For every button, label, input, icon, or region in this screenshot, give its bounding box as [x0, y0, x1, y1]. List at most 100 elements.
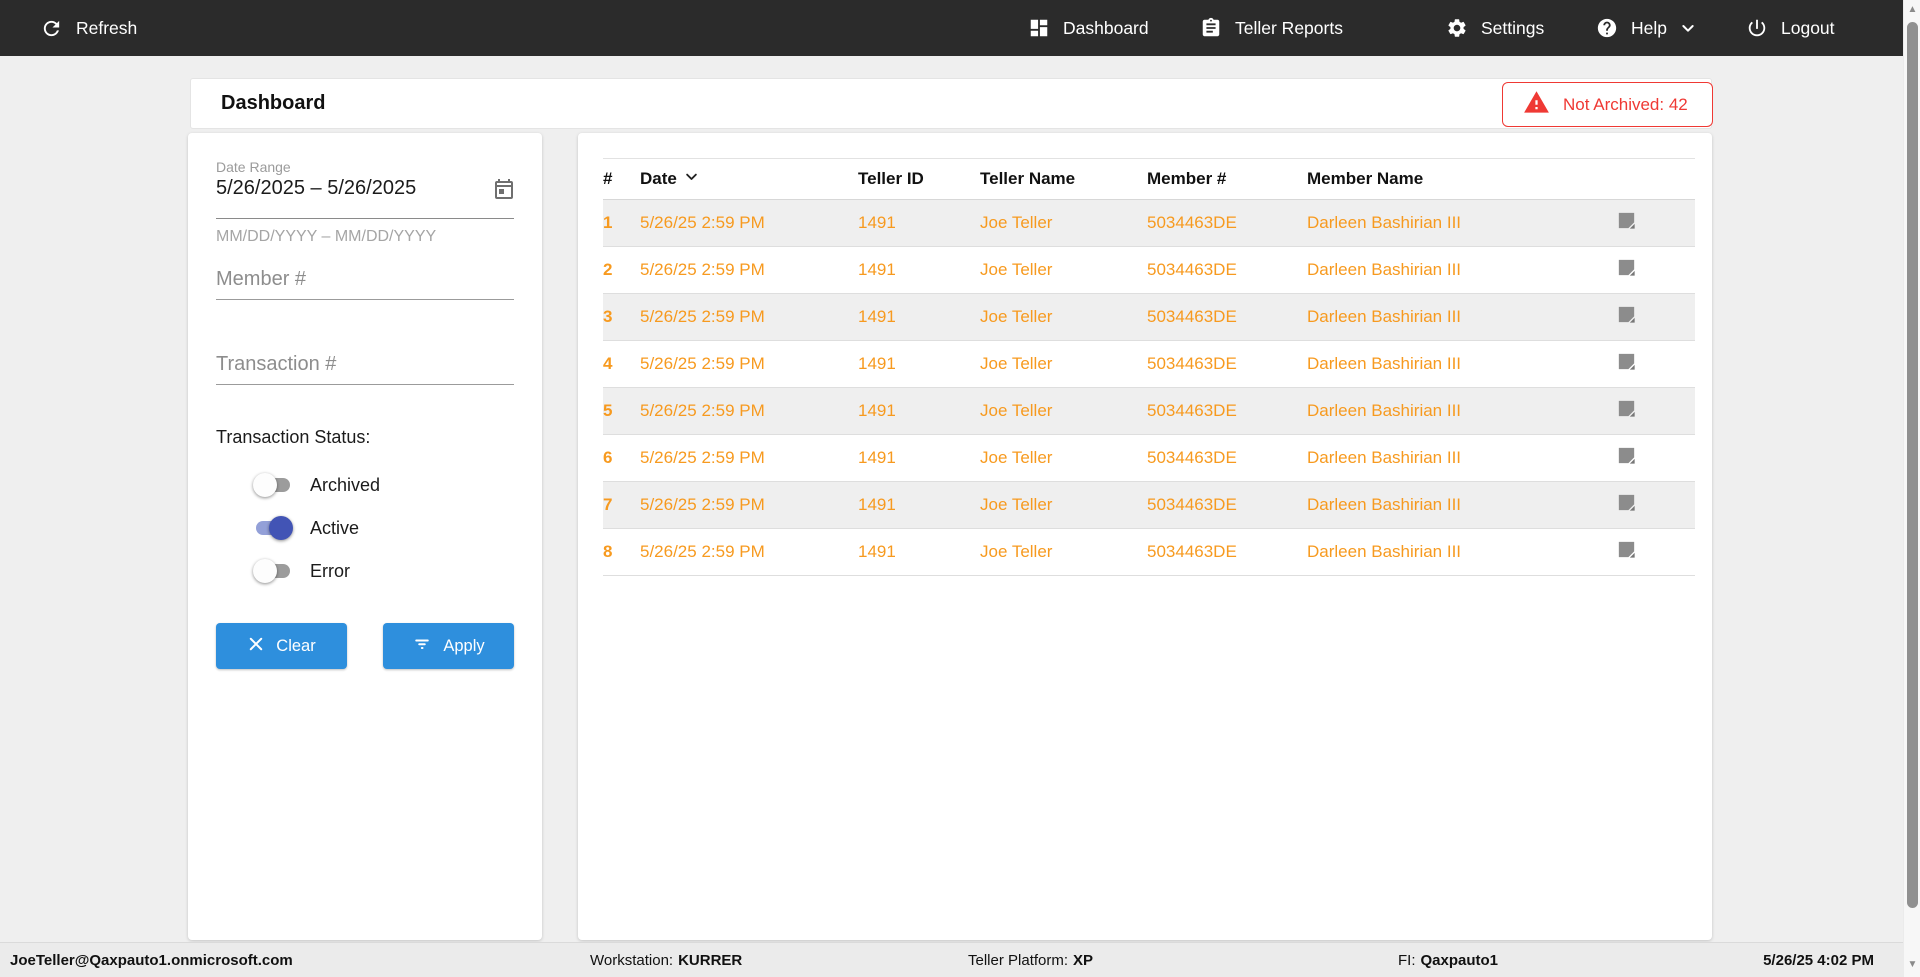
nav-settings[interactable]: Settings: [1446, 0, 1544, 56]
cell-teller-id: 1491: [858, 354, 896, 373]
transaction-number-input[interactable]: [216, 345, 514, 385]
sort-desc-icon: [684, 169, 699, 189]
cell-teller-id: 1491: [858, 307, 896, 326]
page-title: Dashboard: [221, 92, 326, 114]
status-platform: Teller Platform: XP: [968, 943, 1093, 977]
note-icon[interactable]: [1615, 444, 1638, 472]
fi-value: Qaxpauto1: [1420, 951, 1499, 969]
col-header-teller-name: Teller Name: [980, 169, 1076, 188]
archived-label: Archived: [310, 474, 381, 495]
cell-row-number: 6: [603, 448, 613, 467]
not-archived-badge-label: Not Archived: 42: [1563, 94, 1688, 114]
nav-teller-reports[interactable]: Teller Reports: [1200, 0, 1343, 56]
date-range-label: Date Range: [216, 159, 291, 175]
clipboard-icon: [1200, 17, 1222, 39]
page-title-bar: Dashboard: [190, 78, 1712, 129]
toggle-error[interactable]: Error: [253, 555, 380, 587]
table-row[interactable]: 2 5/26/25 2:59 PM 1491 Joe Teller 503446…: [603, 247, 1695, 294]
error-label: Error: [310, 560, 350, 581]
scroll-down-arrow[interactable]: ▼: [1907, 959, 1918, 970]
cell-note: [1615, 538, 1695, 566]
scrollbar-thumb[interactable]: [1907, 22, 1918, 908]
cell-date: 5/26/25 2:59 PM: [640, 401, 765, 420]
vertical-scrollbar[interactable]: ▲ ▼: [1903, 0, 1920, 977]
cell-member-name: Darleen Bashirian III: [1307, 354, 1462, 373]
apply-button[interactable]: Apply: [383, 623, 514, 669]
toggle-archived[interactable]: Archived: [253, 469, 380, 501]
status-datetime: 5/26/25 4:02 PM: [1763, 951, 1874, 969]
clear-button[interactable]: Clear: [216, 623, 347, 669]
main-content: Dashboard Not Archived: 42 Date Range 5/…: [0, 56, 1903, 942]
platform-label: Teller Platform:: [968, 951, 1069, 969]
status-workstation: Workstation: KURRER: [590, 943, 742, 977]
col-header-teller-id: Teller ID: [858, 169, 924, 188]
nav-dashboard[interactable]: Dashboard: [1028, 0, 1149, 56]
help-icon: [1596, 17, 1618, 39]
archived-switch[interactable]: [253, 473, 293, 497]
cell-member-number: 5034463DE: [1147, 260, 1237, 279]
cell-date: 5/26/25 2:59 PM: [640, 213, 765, 232]
gear-icon: [1446, 17, 1468, 39]
nav-teller-reports-label: Teller Reports: [1235, 17, 1343, 38]
cell-note: [1615, 256, 1695, 284]
table-row[interactable]: 5 5/26/25 2:59 PM 1491 Joe Teller 503446…: [603, 388, 1695, 435]
not-archived-badge[interactable]: Not Archived: 42: [1502, 82, 1713, 127]
workstation-value: KURRER: [678, 951, 743, 969]
toggle-active[interactable]: Active: [253, 512, 380, 544]
cell-teller-id: 1491: [858, 260, 896, 279]
table-row[interactable]: 3 5/26/25 2:59 PM 1491 Joe Teller 503446…: [603, 294, 1695, 341]
col-header-date[interactable]: Date: [640, 169, 858, 189]
member-number-input[interactable]: [216, 260, 514, 300]
note-icon[interactable]: [1615, 256, 1638, 284]
nav-logout-label: Logout: [1781, 17, 1835, 38]
status-fi: FI: Qaxpauto1: [1398, 943, 1498, 977]
error-switch[interactable]: [253, 559, 293, 583]
note-icon[interactable]: [1615, 209, 1638, 237]
table-row[interactable]: 6 5/26/25 2:59 PM 1491 Joe Teller 503446…: [603, 435, 1695, 482]
status-user: JoeTeller@Qaxpauto1.onmicrosoft.com: [10, 951, 293, 969]
nav-logout[interactable]: Logout: [1746, 0, 1835, 56]
note-icon[interactable]: [1615, 397, 1638, 425]
cell-date: 5/26/25 2:59 PM: [640, 307, 765, 326]
cell-member-number: 5034463DE: [1147, 401, 1237, 420]
note-icon[interactable]: [1615, 538, 1638, 566]
note-icon[interactable]: [1615, 350, 1638, 378]
cell-note: [1615, 491, 1695, 519]
col-header-member-name: Member Name: [1307, 169, 1424, 188]
note-icon[interactable]: [1615, 303, 1638, 331]
cell-note: [1615, 397, 1695, 425]
table-row[interactable]: 8 5/26/25 2:59 PM 1491 Joe Teller 503446…: [603, 529, 1695, 576]
cell-member-name: Darleen Bashirian III: [1307, 260, 1462, 279]
clear-button-label: Clear: [276, 636, 316, 655]
filter-panel: Date Range 5/26/2025 – 5/26/2025 MM/DD/Y…: [188, 133, 542, 940]
scroll-up-arrow[interactable]: ▲: [1907, 4, 1918, 15]
date-range-helper: MM/DD/YYYY – MM/DD/YYYY: [216, 228, 437, 245]
top-navigation-bar: Refresh Dashboard Teller Reports Setting…: [0, 0, 1903, 56]
note-icon[interactable]: [1615, 491, 1638, 519]
cell-date: 5/26/25 2:59 PM: [640, 448, 765, 467]
table-row[interactable]: 4 5/26/25 2:59 PM 1491 Joe Teller 503446…: [603, 341, 1695, 388]
cell-member-number: 5034463DE: [1147, 354, 1237, 373]
cell-member-name: Darleen Bashirian III: [1307, 401, 1462, 420]
close-icon: [247, 635, 265, 658]
cell-row-number: 1: [603, 213, 613, 232]
cell-row-number: 5: [603, 401, 613, 420]
refresh-button[interactable]: Refresh: [40, 0, 137, 56]
nav-help[interactable]: Help: [1596, 0, 1696, 56]
platform-value: XP: [1073, 951, 1094, 969]
active-switch[interactable]: [253, 516, 293, 540]
calendar-icon[interactable]: [492, 177, 516, 201]
date-range-input[interactable]: 5/26/2025 – 5/26/2025: [216, 177, 417, 199]
table-row[interactable]: 7 5/26/25 2:59 PM 1491 Joe Teller 503446…: [603, 482, 1695, 529]
cell-teller-id: 1491: [858, 495, 896, 514]
table-header-row: # Date Teller ID Teller Name Member # Me…: [603, 158, 1695, 200]
table-body: 1 5/26/25 2:59 PM 1491 Joe Teller 503446…: [603, 200, 1695, 576]
date-range-underline: [216, 218, 514, 219]
chevron-down-icon: [1680, 20, 1696, 36]
cell-teller-name: Joe Teller: [980, 260, 1053, 279]
table-row[interactable]: 1 5/26/25 2:59 PM 1491 Joe Teller 503446…: [603, 200, 1695, 247]
cell-teller-name: Joe Teller: [980, 495, 1053, 514]
cell-date: 5/26/25 2:59 PM: [640, 260, 765, 279]
col-header-number: #: [603, 169, 613, 188]
cell-member-name: Darleen Bashirian III: [1307, 448, 1462, 467]
